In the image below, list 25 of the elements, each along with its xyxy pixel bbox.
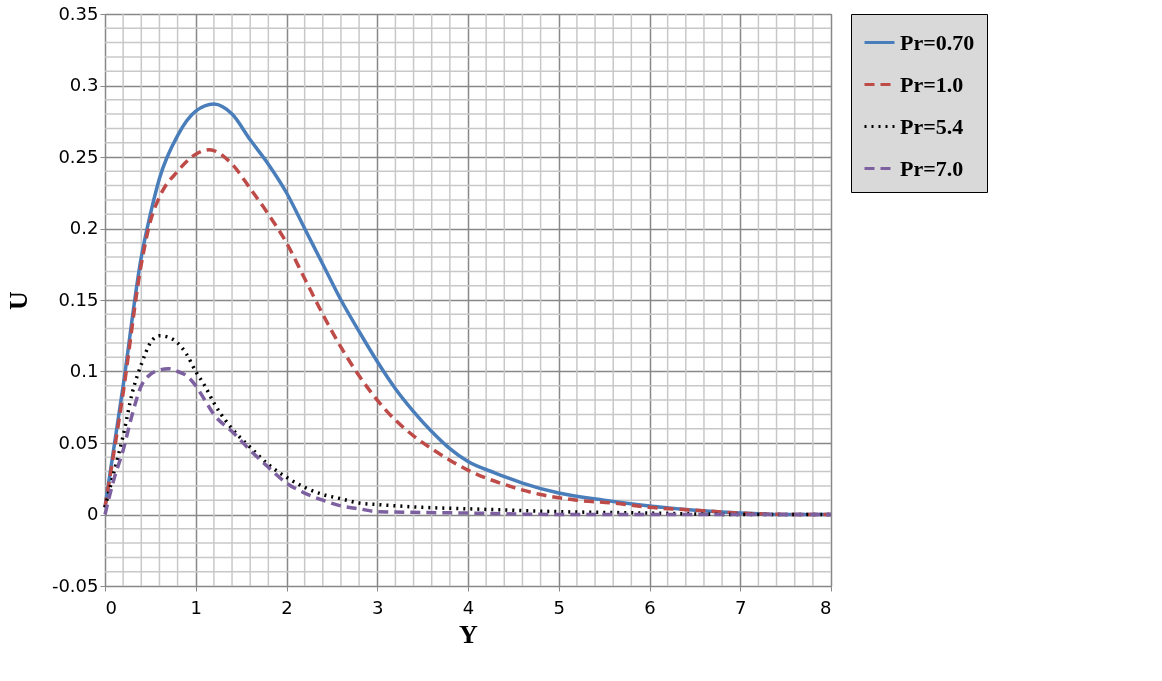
legend-label: Pr=1.0 [900, 71, 964, 97]
x-tick-label: 1 [190, 596, 202, 618]
x-tick-label: 5 [553, 596, 565, 618]
y-tick-label: 0.15 [58, 288, 99, 310]
x-tick-label: 3 [372, 596, 384, 618]
x-tick-label: 2 [281, 596, 293, 618]
y-tick-label: 0.25 [58, 145, 99, 167]
line-series [103, 366, 833, 517]
x-tick-label: 8 [820, 596, 832, 618]
x-tick-label: 7 [735, 596, 747, 618]
y-tick-label: 0.3 [69, 74, 99, 95]
y-tick-label: 0.2 [69, 217, 99, 238]
legend-label: Pr=0.70 [900, 29, 975, 55]
legend-label: Pr=5.4 [900, 113, 964, 139]
x-tick-label: 6 [644, 596, 656, 618]
y-tick-label: 0.05 [58, 431, 99, 453]
y-tick-label: 0 [87, 503, 99, 524]
y-tick-label: 0.35 [58, 2, 99, 24]
y-tick-label: -0.05 [51, 574, 99, 596]
y-tick-label: 0.1 [69, 360, 99, 381]
x-tick-label: 0 [105, 596, 117, 618]
y-axis-title: U [3, 290, 33, 310]
x-axis-title: Y [459, 619, 479, 649]
x-tick-label: 4 [462, 596, 475, 618]
legend-label: Pr=7.0 [900, 155, 964, 181]
